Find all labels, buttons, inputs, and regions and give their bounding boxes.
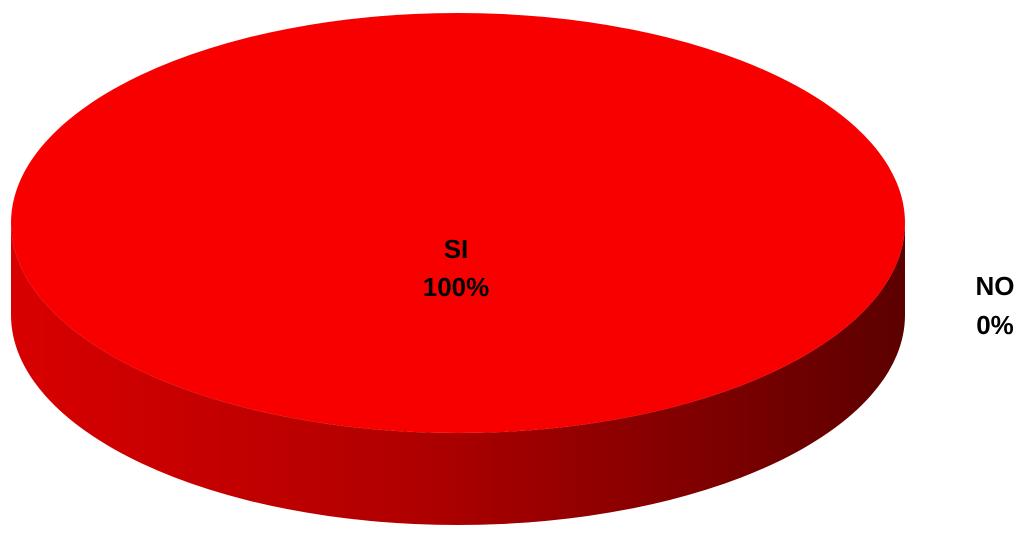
data-label-category-si: SI <box>444 234 469 264</box>
data-label-si: SI 100% <box>423 234 490 302</box>
data-label-percent-si: 100% <box>423 272 490 302</box>
pie-data-labels: SI 100% NO 0% <box>423 234 1015 340</box>
slice-side-si <box>11 223 905 525</box>
pie-top-face <box>11 13 905 433</box>
data-label-category-no: NO <box>976 271 1015 301</box>
data-label-percent-no: 0% <box>976 310 1014 340</box>
pie-3d-side <box>11 223 905 525</box>
data-label-no: NO 0% <box>976 271 1015 340</box>
slice-si <box>11 13 905 433</box>
